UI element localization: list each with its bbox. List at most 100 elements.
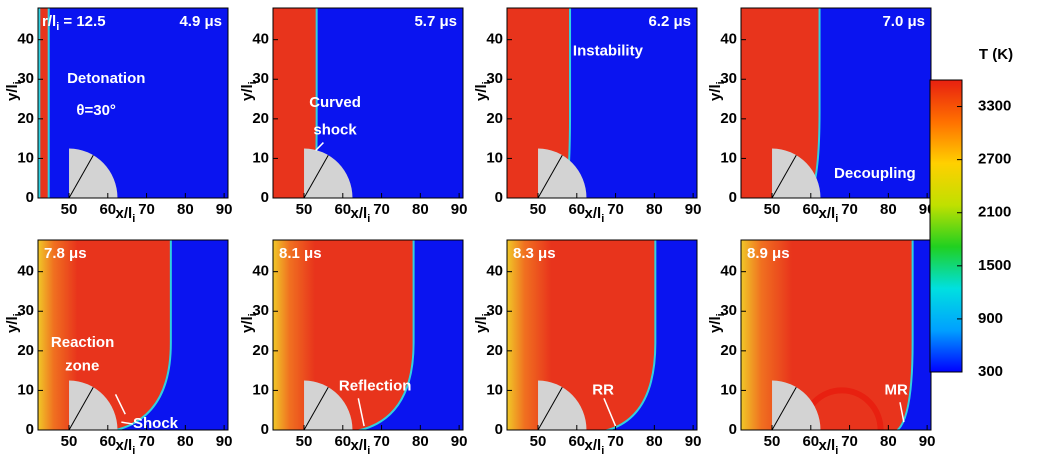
- y-tick-label: 20: [720, 342, 737, 359]
- x-tick-label: 50: [296, 201, 313, 218]
- x-label-sub: i: [132, 213, 135, 225]
- y-axis-label: y/li: [4, 313, 24, 333]
- y-tick-label: 10: [486, 381, 503, 398]
- x-label-main: x/l: [351, 437, 368, 454]
- y-axis-label: y/li: [707, 81, 727, 101]
- x-label-main: x/l: [819, 205, 836, 222]
- y-label-main: y/l: [473, 84, 490, 101]
- x-tick-label: 90: [451, 433, 468, 450]
- x-tick-label: 50: [764, 433, 781, 450]
- colorbar-tick-label: 1500: [978, 257, 1011, 274]
- colorbar-tick-label: 2700: [978, 151, 1011, 168]
- y-tick-label: 10: [486, 149, 503, 166]
- annotation: Reflection: [339, 377, 412, 394]
- colorbar-tick-label: 3300: [978, 98, 1011, 115]
- x-tick-label: 90: [451, 201, 468, 218]
- y-label-main: y/l: [239, 84, 256, 101]
- x-tick-label: 70: [373, 201, 390, 218]
- y-tick-label: 10: [720, 381, 737, 398]
- x-tick-label: 60: [334, 433, 351, 450]
- time-label: 6.2 μs: [648, 13, 691, 30]
- y-tick-label: 20: [486, 110, 503, 127]
- burnt-region: [40, 8, 47, 198]
- panel: 5060708090010203040x/liy/li5.7 μsCurveds…: [239, 8, 467, 225]
- x-tick-label: 60: [568, 201, 585, 218]
- x-label-main: x/l: [819, 437, 836, 454]
- x-tick-label: 90: [685, 433, 702, 450]
- time-label: 8.3 μs: [513, 245, 556, 262]
- x-tick-label: 60: [802, 201, 819, 218]
- y-label-sub: i: [481, 81, 493, 84]
- colorbar-title: T (K): [979, 46, 1013, 63]
- x-label-sub: i: [367, 213, 370, 225]
- annotation: zone: [65, 358, 99, 375]
- y-label-main: y/l: [707, 84, 724, 101]
- x-tick-label: 80: [880, 201, 897, 218]
- y-label-sub: i: [481, 313, 493, 316]
- y-tick-label: 20: [486, 342, 503, 359]
- y-tick-label: 0: [495, 421, 503, 438]
- annotation: Reaction: [51, 334, 114, 351]
- x-label-sub: i: [835, 213, 838, 225]
- field: [507, 8, 697, 198]
- field: [38, 8, 228, 198]
- y-label-main: y/l: [239, 316, 256, 333]
- annotation: MR: [884, 381, 907, 398]
- y-tick-label: 0: [26, 189, 34, 206]
- x-tick-label: 70: [138, 201, 155, 218]
- x-tick-label: 80: [177, 433, 194, 450]
- y-label-main: y/l: [4, 316, 21, 333]
- y-axis-label: y/li: [473, 81, 493, 101]
- y-tick-label: 20: [17, 110, 34, 127]
- y-label-main: y/l: [4, 84, 21, 101]
- y-axis-label: y/li: [239, 313, 259, 333]
- x-axis-label: x/li: [585, 205, 605, 225]
- y-tick-label: 10: [17, 381, 34, 398]
- colorbar-tick-label: 900: [978, 310, 1003, 327]
- field: [741, 240, 931, 430]
- x-tick-label: 60: [334, 201, 351, 218]
- y-tick-label: 40: [720, 263, 737, 280]
- x-tick-label: 50: [61, 433, 78, 450]
- case-suffix: = 12.5: [59, 13, 105, 30]
- x-tick-label: 60: [568, 433, 585, 450]
- y-tick-label: 10: [720, 149, 737, 166]
- y-tick-label: 40: [17, 263, 34, 280]
- y-tick-label: 0: [26, 421, 34, 438]
- y-label-sub: i: [12, 313, 24, 316]
- x-label-main: x/l: [585, 205, 602, 222]
- y-axis-label: y/li: [473, 313, 493, 333]
- x-tick-label: 70: [841, 433, 858, 450]
- y-tick-label: 10: [252, 381, 269, 398]
- annotation: Curved: [309, 94, 361, 111]
- y-tick-label: 40: [17, 31, 34, 48]
- annotation: shock: [313, 122, 357, 139]
- panel: 5060708090010203040x/liy/li6.2 μsInstabi…: [473, 8, 701, 225]
- time-label: 8.1 μs: [279, 245, 322, 262]
- y-axis-label: y/li: [4, 81, 24, 101]
- x-tick-label: 70: [373, 433, 390, 450]
- x-tick-label: 60: [99, 201, 116, 218]
- x-label-main: x/l: [116, 205, 133, 222]
- x-tick-label: 60: [802, 433, 819, 450]
- y-tick-label: 0: [729, 189, 737, 206]
- x-tick-label: 90: [685, 201, 702, 218]
- time-label: 7.8 μs: [44, 245, 87, 262]
- annotation: RR: [592, 381, 614, 398]
- figure: 5060708090010203040x/liy/li4.9 μsr/li = …: [0, 0, 1042, 464]
- x-label-sub: i: [835, 445, 838, 457]
- field: [507, 240, 697, 430]
- x-tick-label: 50: [530, 201, 547, 218]
- x-tick-label: 80: [412, 433, 429, 450]
- y-tick-label: 40: [486, 31, 503, 48]
- x-label-sub: i: [132, 445, 135, 457]
- x-tick-label: 80: [880, 433, 897, 450]
- annotation: Detonation: [67, 70, 145, 87]
- x-tick-label: 70: [138, 433, 155, 450]
- x-tick-label: 50: [764, 201, 781, 218]
- field: [273, 8, 463, 198]
- y-label-sub: i: [12, 81, 24, 84]
- y-axis-label: y/li: [239, 81, 259, 101]
- burnt-region: [507, 240, 654, 430]
